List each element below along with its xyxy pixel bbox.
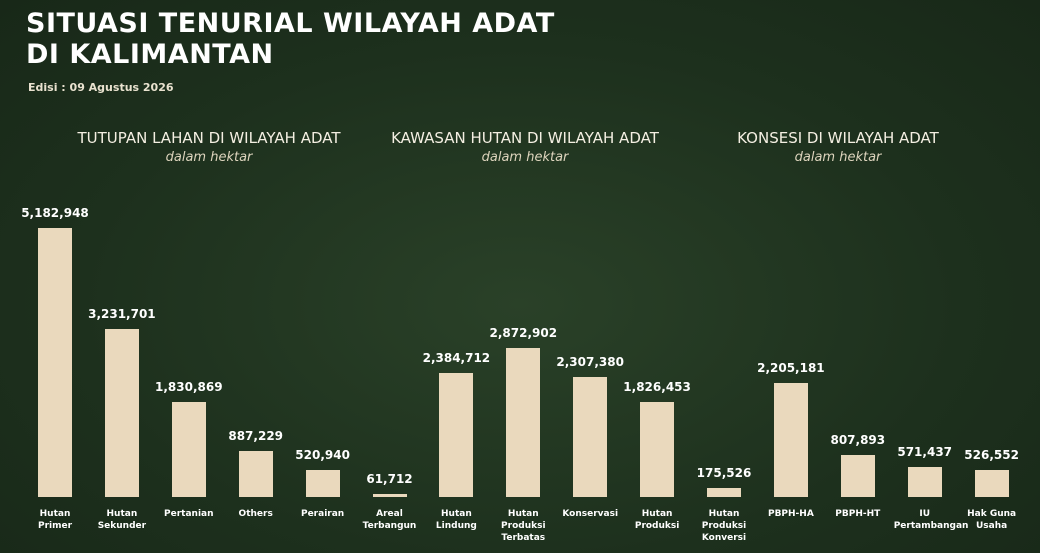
value-label: 2,307,380 xyxy=(556,355,624,370)
value-label: 3,231,701 xyxy=(88,307,156,322)
category-label: Hutan Produksi xyxy=(634,509,680,531)
value-label: 61,712 xyxy=(366,471,413,486)
value-label: 2,384,712 xyxy=(422,351,491,366)
value-label: 520,940 xyxy=(295,447,350,462)
chart-subtitle: dalam hektar xyxy=(481,150,569,165)
category-label: Others xyxy=(238,509,273,519)
chart-title: TUTUPAN LAHAN DI WILAYAH ADAT xyxy=(77,129,341,147)
value-label: 1,830,869 xyxy=(155,379,223,394)
edition: Edisi : 09 Agustus 2026 xyxy=(28,81,174,94)
bar xyxy=(506,347,541,497)
category-label: Hutan Primer xyxy=(37,509,73,531)
value-label: 5,182,948 xyxy=(21,206,89,220)
bar xyxy=(640,402,675,497)
category-label: Areal Terbangun xyxy=(362,509,417,531)
bar xyxy=(372,493,407,497)
value-label: 1,826,453 xyxy=(623,380,691,395)
category-label: Hutan Sekunder xyxy=(97,509,147,531)
value-label: 807,893 xyxy=(830,433,886,448)
category-label: Pertanian xyxy=(164,509,214,519)
category-label: Hutan Lindung xyxy=(435,509,477,531)
chart-title: KONSESI DI WILAYAH ADAT xyxy=(737,129,939,147)
bar xyxy=(840,455,875,497)
category-label: PBPH-HA xyxy=(767,509,814,519)
value-label: 571,437 xyxy=(897,445,953,460)
bar xyxy=(238,450,273,497)
chart-subtitle: dalam hektar xyxy=(165,150,253,165)
bar xyxy=(573,377,608,497)
category-label: PBPH-HT xyxy=(835,509,881,519)
category-label: Hak Guna Usaha xyxy=(967,509,1017,531)
bar xyxy=(907,467,942,497)
category-label: Hutan Produksi Konversi xyxy=(701,509,747,543)
bar xyxy=(305,469,340,497)
chart-subtitle: dalam hektar xyxy=(794,150,882,165)
category-label: IU Pertambangan xyxy=(893,509,969,531)
bar xyxy=(439,373,474,497)
value-label: 2,872,902 xyxy=(489,325,558,340)
bar xyxy=(707,487,741,497)
bar xyxy=(773,382,808,497)
value-label: 887,229 xyxy=(228,428,284,443)
value-label: 2,205,181 xyxy=(757,360,825,375)
chart-title: KAWASAN HUTAN DI WILAYAH ADAT xyxy=(391,129,659,147)
category-label: Konservasi xyxy=(562,509,619,519)
bar xyxy=(171,401,206,497)
bar xyxy=(38,228,72,497)
bar xyxy=(104,329,139,497)
page-title: SITUASI TENURIAL WILAYAH ADAT DI KALIMAN… xyxy=(26,8,555,70)
value-label: 175,526 xyxy=(696,465,752,480)
category-label: Perairan xyxy=(300,509,345,519)
value-label: 526,552 xyxy=(964,447,1019,462)
bar xyxy=(974,469,1009,497)
category-label: Hutan Produksi Terbatas xyxy=(501,509,546,543)
